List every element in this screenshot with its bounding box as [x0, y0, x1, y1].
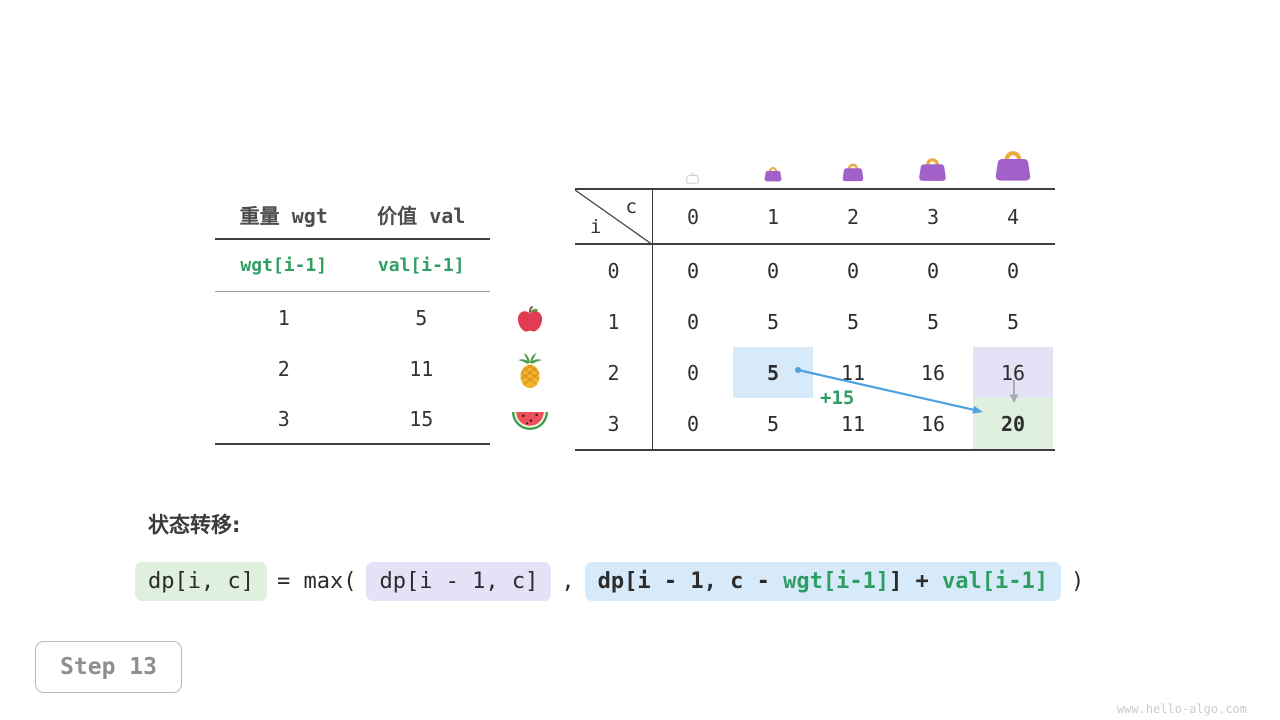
- bag-capacity-1-icon: [764, 165, 782, 186]
- dp-cell: 0: [766, 258, 780, 283]
- dp-row: 1 0 5 5 5 5: [575, 296, 1055, 347]
- dp-cell: 5: [766, 309, 780, 334]
- dp-table-header: c i 0 1 2 3 4: [575, 190, 1055, 245]
- bag-capacity-3-icon: [918, 155, 947, 186]
- item-row: 2 11: [215, 343, 490, 394]
- table-cell: 5: [415, 305, 428, 330]
- item-axis-label: i: [590, 216, 602, 238]
- formula-lhs: dp[i, c]: [135, 561, 267, 601]
- apple-icon: [514, 304, 546, 336]
- dp-row: 3 0 5 11 16 20: [575, 398, 1055, 449]
- dp-cell: 0: [686, 411, 700, 436]
- plus-value-annotation: +15: [820, 387, 855, 409]
- dp-col-header: 1: [766, 204, 780, 229]
- item-table: 重量 wgt 价值 val wgt[i-1] val[i-1] 1 5 2 11…: [215, 190, 490, 445]
- dp-cell: 5: [1006, 309, 1020, 334]
- dp-cell: 16: [920, 360, 946, 385]
- watermark: www.hello-algo.com: [1116, 702, 1247, 716]
- formula-comma: ,: [561, 568, 575, 594]
- transition-section-label: 状态转移:: [148, 513, 241, 537]
- dp-cell: 0: [686, 309, 700, 334]
- dp-cell: 5: [766, 411, 780, 436]
- dp-cell: 11: [840, 411, 866, 436]
- formula-equals-max: = max(: [276, 568, 357, 594]
- step-badge: Step 13: [35, 641, 182, 693]
- capacity-axis-label: c: [625, 196, 637, 218]
- pineapple-icon: [515, 352, 545, 390]
- weight-column-header: 重量 wgt: [239, 203, 328, 228]
- table-cell: 3: [277, 406, 290, 431]
- formula-take-prefix: dp[i - 1, c -: [597, 568, 784, 594]
- dp-cell: 16: [920, 411, 946, 436]
- dp-col-header: 4: [1006, 204, 1020, 229]
- formula-wgt-term: wgt[i-1]: [783, 568, 890, 594]
- dp-cell: 0: [846, 258, 860, 283]
- formula-val-term: val[i-1]: [942, 568, 1049, 594]
- dp-col-header: 0: [686, 204, 700, 229]
- item-row: 3 15: [215, 394, 490, 445]
- value-column-header: 价值 val: [377, 203, 466, 228]
- table-cell: 1: [277, 305, 290, 330]
- diagonal-divider: [575, 190, 653, 245]
- dp-cell-source-highlight: 5: [733, 347, 813, 398]
- dp-cell: 0: [686, 360, 700, 385]
- dp-row: 0 0 0 0 0 0: [575, 245, 1055, 296]
- dp-row-header: 0: [575, 245, 653, 296]
- val-formula-cell: val[i-1]: [377, 255, 465, 276]
- dp-row: 2 0 5 11 16 16: [575, 347, 1055, 398]
- bag-capacity-4-icon: [994, 147, 1032, 186]
- item-table-header: 重量 wgt 价值 val: [215, 190, 490, 240]
- item-table-formula-row: wgt[i-1] val[i-1]: [215, 240, 490, 292]
- bag-capacity-0-icon: [685, 169, 700, 188]
- watermelon-icon: [511, 409, 549, 434]
- dp-row-header: 3: [575, 398, 653, 449]
- dp-cell: 5: [926, 309, 940, 334]
- dp-cell: 0: [686, 258, 700, 283]
- dp-cell: 0: [1006, 258, 1020, 283]
- table-cell: 2: [277, 356, 290, 381]
- dp-corner-cell: c i: [575, 190, 653, 245]
- bag-capacity-2-icon: [842, 161, 864, 186]
- dp-col-header: 3: [926, 204, 940, 229]
- state-transition-formula: dp[i, c] = max( dp[i - 1, c] , dp[i - 1,…: [135, 560, 1084, 602]
- dp-table: c i 0 1 2 3 4 0 0 0 0 0 0 1 0 5 5 5 5 2 …: [575, 188, 1055, 451]
- formula-take-infix: ] +: [889, 568, 943, 594]
- dp-row-header: 2: [575, 347, 653, 398]
- formula-close-paren: ): [1071, 568, 1085, 594]
- table-cell: 11: [409, 356, 434, 381]
- item-row: 1 5: [215, 292, 490, 343]
- dp-row-header: 1: [575, 296, 653, 347]
- dp-col-header: 2: [846, 204, 860, 229]
- formula-option-take: dp[i - 1, c - wgt[i-1]] + val[i-1]: [584, 561, 1062, 601]
- dp-cell: 0: [926, 258, 940, 283]
- table-cell: 15: [409, 406, 434, 431]
- transition-arrow-icon: [780, 350, 1010, 429]
- formula-option-keep: dp[i - 1, c]: [366, 561, 552, 601]
- carry-down-arrow-icon: [1006, 377, 1022, 409]
- dp-cell-current-highlight: 20: [973, 398, 1053, 449]
- dp-cell: 5: [846, 309, 860, 334]
- wgt-formula-cell: wgt[i-1]: [240, 255, 328, 276]
